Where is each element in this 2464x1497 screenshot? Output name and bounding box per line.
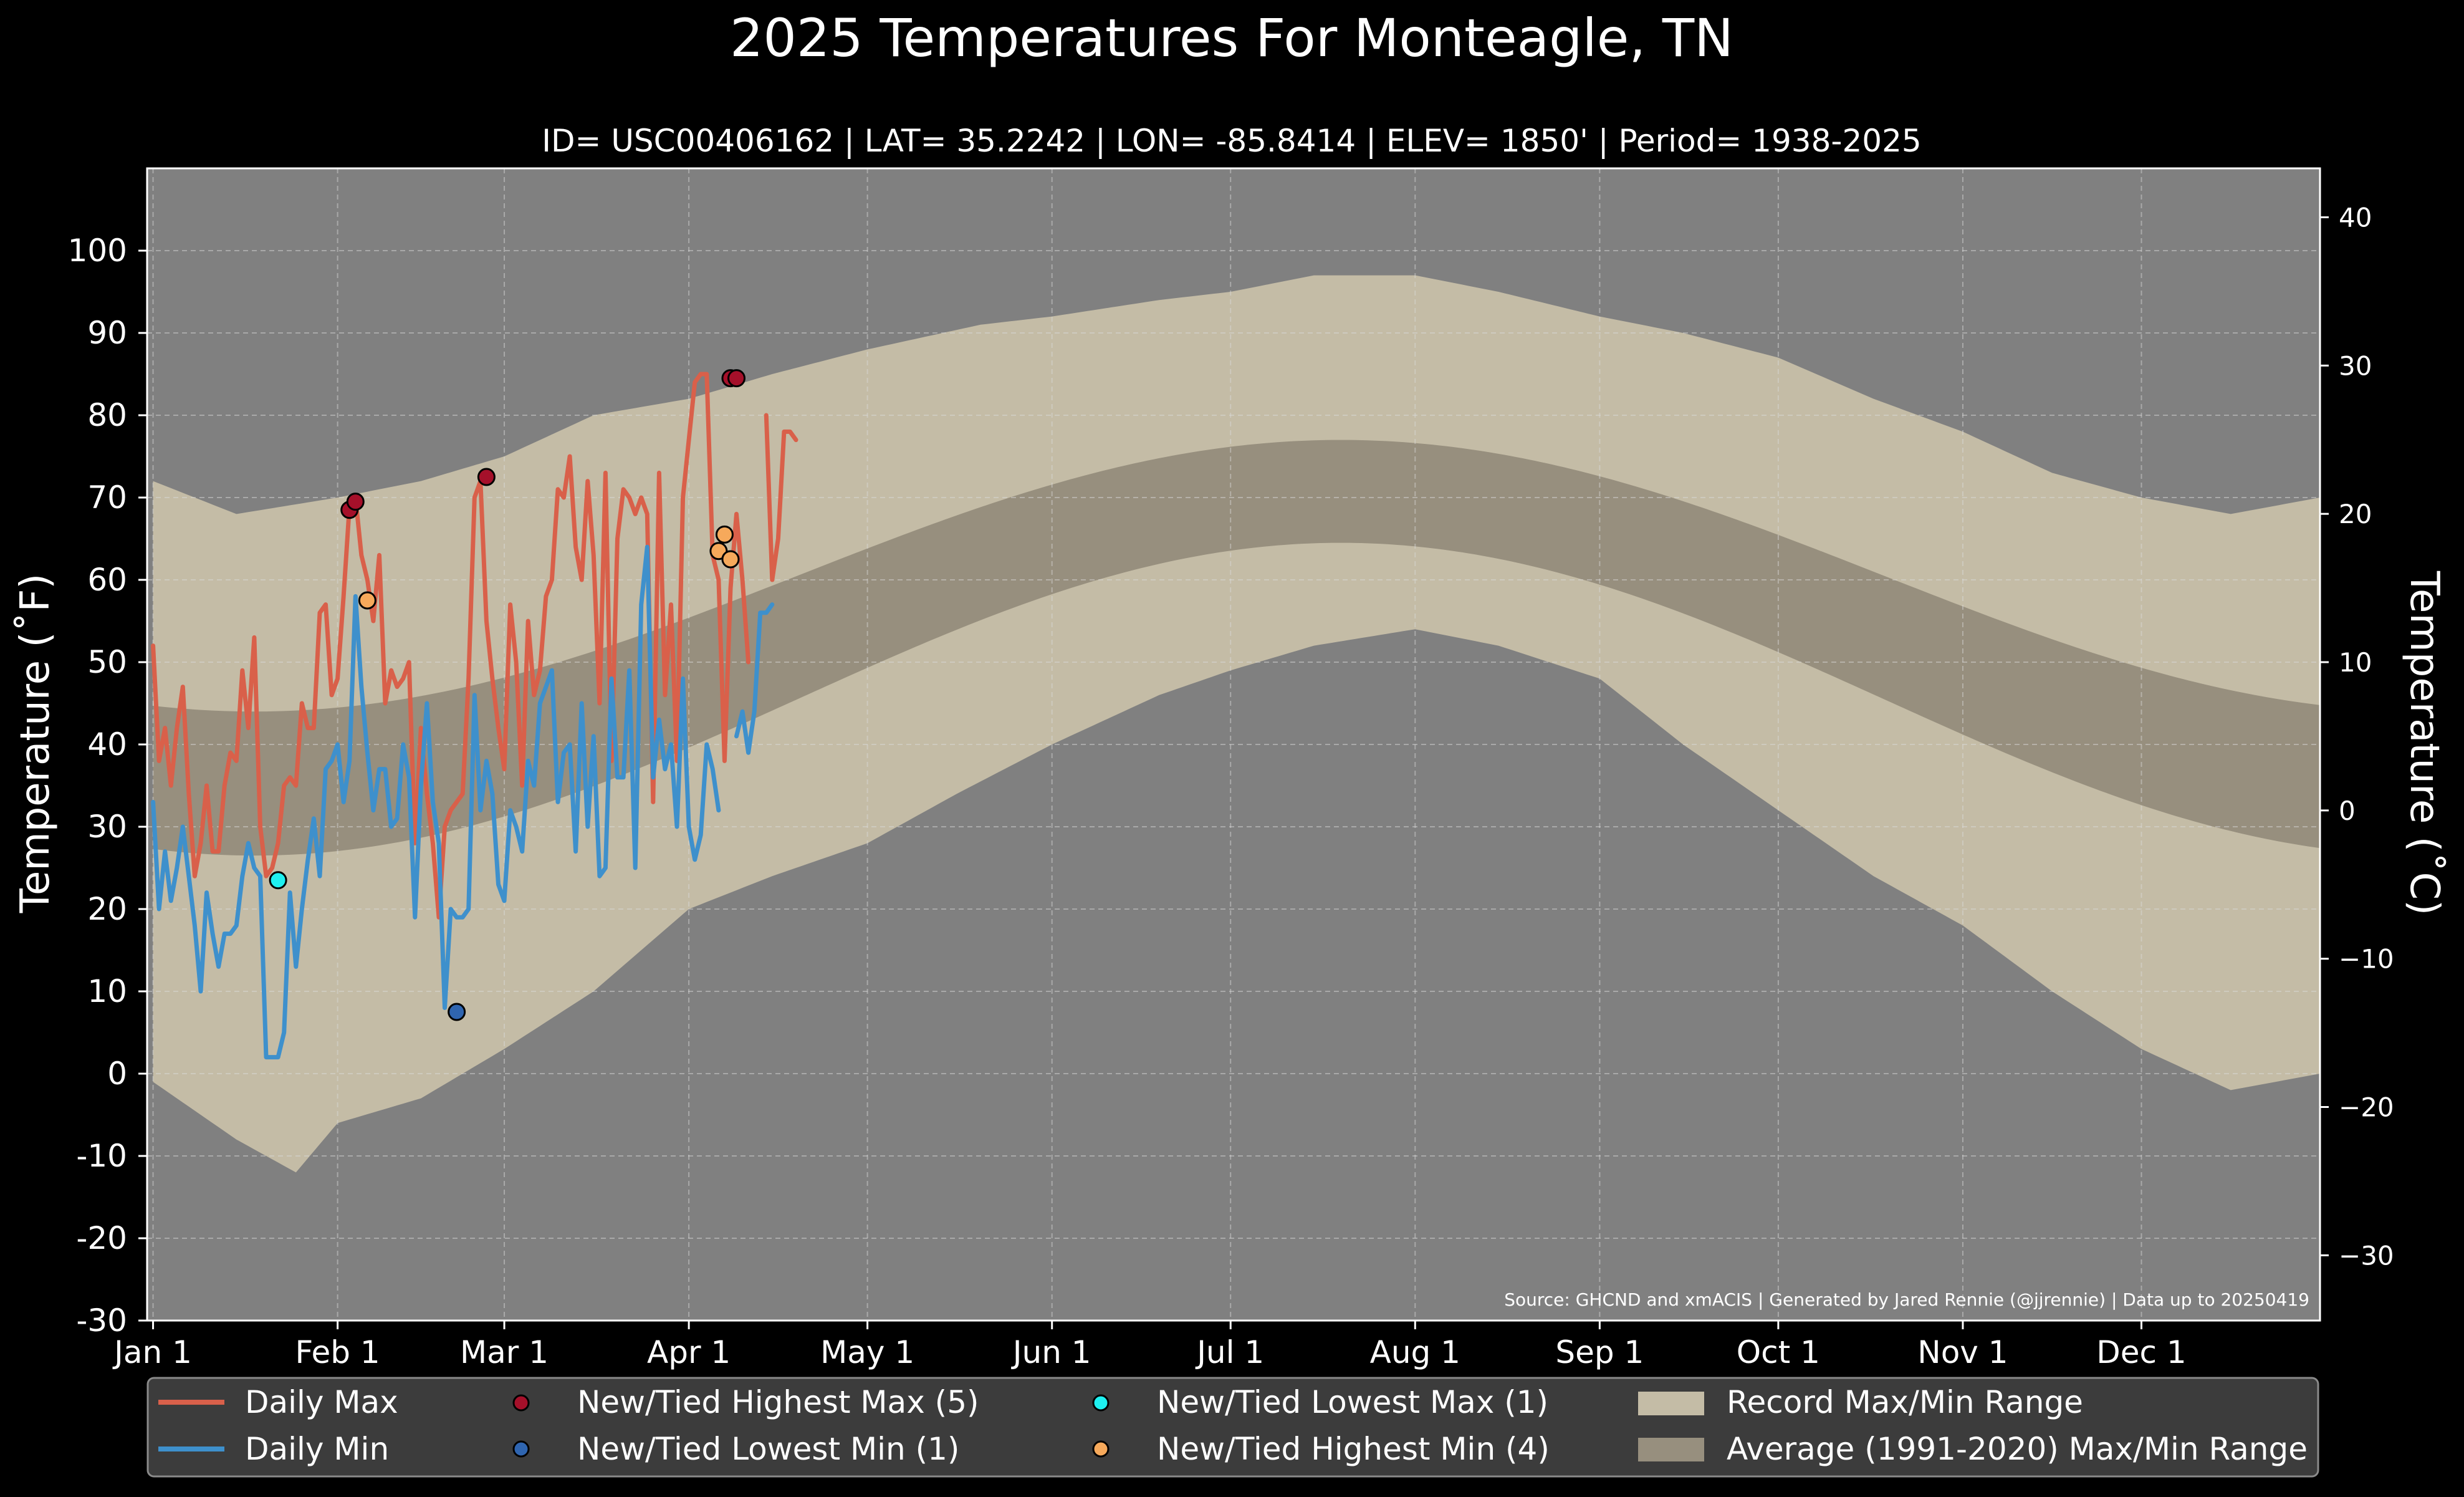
legend-swatch-record-range xyxy=(1638,1392,1704,1415)
x-tick-label: Oct 1 xyxy=(1737,1334,1820,1370)
record-highest-min-marker xyxy=(721,550,740,569)
record-highest-max-marker xyxy=(477,468,496,486)
y-tick-label: -30 xyxy=(76,1302,127,1339)
y-tick-label: 20 xyxy=(87,891,127,927)
legend-marker-highest-min xyxy=(1092,1440,1110,1458)
chart-title: 2025 Temperatures For Monteagle, TN xyxy=(730,7,1733,69)
y-tick-label: -20 xyxy=(76,1220,127,1256)
plot-frame xyxy=(146,167,2321,1322)
legend-marker-lowest-min xyxy=(512,1440,530,1458)
legend-label-lowest-min: New/Tied Lowest Min (1) xyxy=(577,1431,959,1467)
y-axis-label-right: Temperature (˚C) xyxy=(2401,570,2447,915)
y-tick-label: 80 xyxy=(87,397,127,433)
x-tick-label: Jan 1 xyxy=(112,1334,192,1370)
y-tick-label: 100 xyxy=(68,233,127,269)
x-tick-label: Feb 1 xyxy=(295,1334,380,1370)
y-tick-label: 10 xyxy=(87,973,127,1009)
legend-label-highest-min: New/Tied Highest Min (4) xyxy=(1157,1431,1550,1467)
legend-label-highest-max: New/Tied Highest Max (5) xyxy=(577,1384,979,1420)
y-tick-label: 60 xyxy=(87,562,127,598)
average-range-band xyxy=(153,440,2320,856)
x-tick-label: May 1 xyxy=(820,1334,914,1370)
y-right-tick-label: 10 xyxy=(2339,647,2372,678)
legend-label-lowest-max: New/Tied Lowest Max (1) xyxy=(1157,1384,1548,1420)
x-tick-label: Sep 1 xyxy=(1555,1334,1644,1370)
record-highest-min-marker xyxy=(715,525,734,544)
y-tick-label: 40 xyxy=(87,726,127,763)
record-highest-max-marker xyxy=(346,493,365,511)
x-tick-label: Nov 1 xyxy=(1917,1334,2008,1370)
y-right-tick-label: −30 xyxy=(2339,1240,2394,1271)
x-tick-label: Jul 1 xyxy=(1195,1334,1264,1370)
y-tick-label: 70 xyxy=(87,479,127,516)
x-tick-label: Mar 1 xyxy=(460,1334,549,1370)
legend: Daily Max Daily Min New/Tied Highest Max… xyxy=(146,1377,2319,1478)
y-tick-label: 90 xyxy=(87,315,127,351)
y-tick-label: 50 xyxy=(87,644,127,680)
y-right-tick-label: 40 xyxy=(2339,202,2372,233)
legend-label-record-range: Record Max/Min Range xyxy=(1727,1384,2083,1420)
record-highest-min-marker xyxy=(358,591,376,610)
y-right-tick-label: −10 xyxy=(2339,944,2394,975)
y-right-tick-label: 30 xyxy=(2339,350,2372,381)
legend-label-avg-range: Average (1991-2020) Max/Min Range xyxy=(1727,1431,2308,1467)
y-tick-label: -10 xyxy=(76,1138,127,1174)
x-tick-label: Dec 1 xyxy=(2096,1334,2186,1370)
legend-swatch-avg-range xyxy=(1638,1438,1704,1461)
record-lowest-max-marker xyxy=(269,871,287,890)
record-range-band xyxy=(153,275,2320,1173)
source-note: Source: GHCND and xmACIS | Generated by … xyxy=(1504,1289,2309,1310)
legend-marker-lowest-max xyxy=(1092,1394,1110,1412)
legend-label-daily-max: Daily Max xyxy=(245,1384,398,1420)
y-right-tick-label: 0 xyxy=(2339,796,2356,826)
y-right-tick-label: −20 xyxy=(2339,1092,2394,1123)
chart-subtitle: ID= USC00406162 | LAT= 35.2242 | LON= -8… xyxy=(542,123,1921,159)
record-highest-max-marker xyxy=(727,369,746,388)
daily-min-line xyxy=(151,544,775,1060)
plot-area xyxy=(147,168,2320,1321)
x-tick-label: Aug 1 xyxy=(1370,1334,1460,1370)
y-right-tick-label: 20 xyxy=(2339,499,2372,529)
record-lowest-min-marker xyxy=(448,1003,466,1021)
y-tick-label: 30 xyxy=(87,809,127,845)
legend-label-daily-min: Daily Min xyxy=(245,1431,389,1467)
x-tick-label: Jun 1 xyxy=(1011,1334,1091,1370)
y-axis-label-left: Temperature (˚F) xyxy=(12,574,59,914)
legend-frame xyxy=(146,1377,2319,1478)
x-tick-label: Apr 1 xyxy=(647,1334,731,1370)
y-tick-label: 0 xyxy=(107,1056,127,1092)
legend-marker-highest-max xyxy=(512,1394,530,1412)
